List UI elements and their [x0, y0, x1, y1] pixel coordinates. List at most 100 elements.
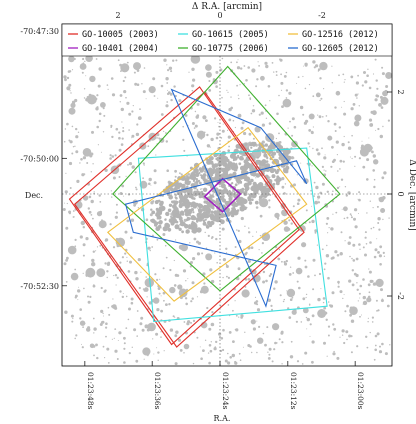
background-star: [244, 225, 246, 227]
background-star: [191, 67, 195, 72]
galaxy-star: [164, 223, 171, 229]
background-star: [110, 124, 113, 127]
background-star: [305, 293, 308, 296]
background-star: [135, 359, 139, 363]
background-star: [167, 69, 170, 72]
background-star: [164, 244, 167, 247]
background-star: [221, 227, 225, 231]
background-star: [79, 308, 82, 311]
background-star: [269, 273, 273, 276]
galaxy-star: [203, 221, 207, 225]
background-star: [227, 361, 231, 365]
background-star: [215, 85, 218, 88]
background-star: [214, 117, 217, 120]
galaxy-star: [205, 225, 210, 229]
galaxy-star: [186, 216, 191, 221]
background-star: [208, 327, 212, 331]
galaxy-star: [195, 178, 198, 181]
background-star: [169, 328, 174, 332]
background-star: [309, 335, 311, 337]
background-star: [358, 105, 360, 107]
background-star: [105, 322, 108, 326]
background-star: [305, 296, 307, 299]
background-star: [205, 119, 208, 122]
background-star: [114, 274, 118, 277]
background-star: [254, 296, 257, 298]
background-star: [119, 101, 122, 103]
background-star: [358, 243, 361, 246]
left-tick-label: -70:50:00: [20, 154, 59, 163]
background-star: [338, 283, 340, 285]
galaxy-star: [263, 161, 267, 164]
background-star: [339, 252, 343, 256]
background-star: [67, 245, 77, 255]
background-star: [307, 142, 310, 145]
background-star: [289, 120, 291, 123]
background-star: [93, 191, 95, 193]
background-star: [354, 225, 358, 229]
background-star: [194, 124, 198, 128]
background-star: [87, 295, 89, 298]
background-star: [148, 182, 151, 186]
background-star: [111, 196, 113, 198]
background-star: [357, 300, 359, 302]
background-star: [221, 57, 224, 60]
background-star: [203, 170, 207, 173]
background-star: [369, 331, 371, 334]
background-star: [62, 208, 66, 211]
background-star: [367, 283, 371, 287]
galaxy-star: [189, 214, 191, 217]
background-star: [74, 98, 78, 103]
background-star: [125, 295, 128, 298]
background-star: [309, 146, 311, 148]
background-star: [323, 156, 327, 160]
background-star: [173, 284, 177, 287]
galaxy-star: [202, 204, 208, 210]
galaxy-star: [156, 210, 160, 213]
galaxy-star: [178, 227, 182, 231]
galaxy-star: [250, 178, 254, 183]
background-star: [83, 287, 85, 290]
background-star: [249, 345, 252, 348]
background-star: [143, 358, 145, 360]
background-star: [222, 276, 224, 279]
background-star: [312, 126, 314, 128]
background-star: [374, 98, 378, 102]
background-star: [148, 177, 152, 182]
background-star: [227, 304, 230, 306]
galaxy-star: [285, 148, 291, 155]
background-star: [327, 232, 329, 234]
background-star: [112, 298, 114, 300]
background-star: [255, 231, 258, 233]
background-star: [207, 352, 210, 354]
background-star: [288, 219, 291, 222]
background-star: [268, 274, 272, 278]
background-star: [99, 201, 102, 203]
background-star: [308, 303, 311, 306]
galaxy-star: [226, 212, 231, 217]
galaxy-star: [171, 216, 176, 222]
background-star: [200, 285, 209, 294]
background-star: [356, 345, 359, 348]
background-star: [86, 96, 90, 99]
galaxy-star: [221, 167, 225, 171]
background-star: [210, 341, 212, 343]
galaxy-star: [250, 146, 253, 149]
background-star: [352, 103, 356, 106]
background-star: [351, 283, 355, 287]
background-star: [74, 238, 77, 241]
background-star: [97, 144, 99, 146]
galaxy-star: [184, 204, 190, 209]
background-star: [250, 319, 256, 325]
background-star: [321, 147, 323, 150]
background-star: [268, 199, 271, 202]
galaxy-star: [162, 188, 168, 194]
background-star: [280, 73, 282, 76]
background-star: [88, 195, 92, 199]
background-star: [203, 282, 206, 285]
galaxy-star: [248, 201, 253, 205]
background-star: [77, 299, 79, 301]
background-star: [275, 70, 278, 73]
galaxy-star: [239, 155, 244, 161]
background-star: [130, 236, 133, 240]
